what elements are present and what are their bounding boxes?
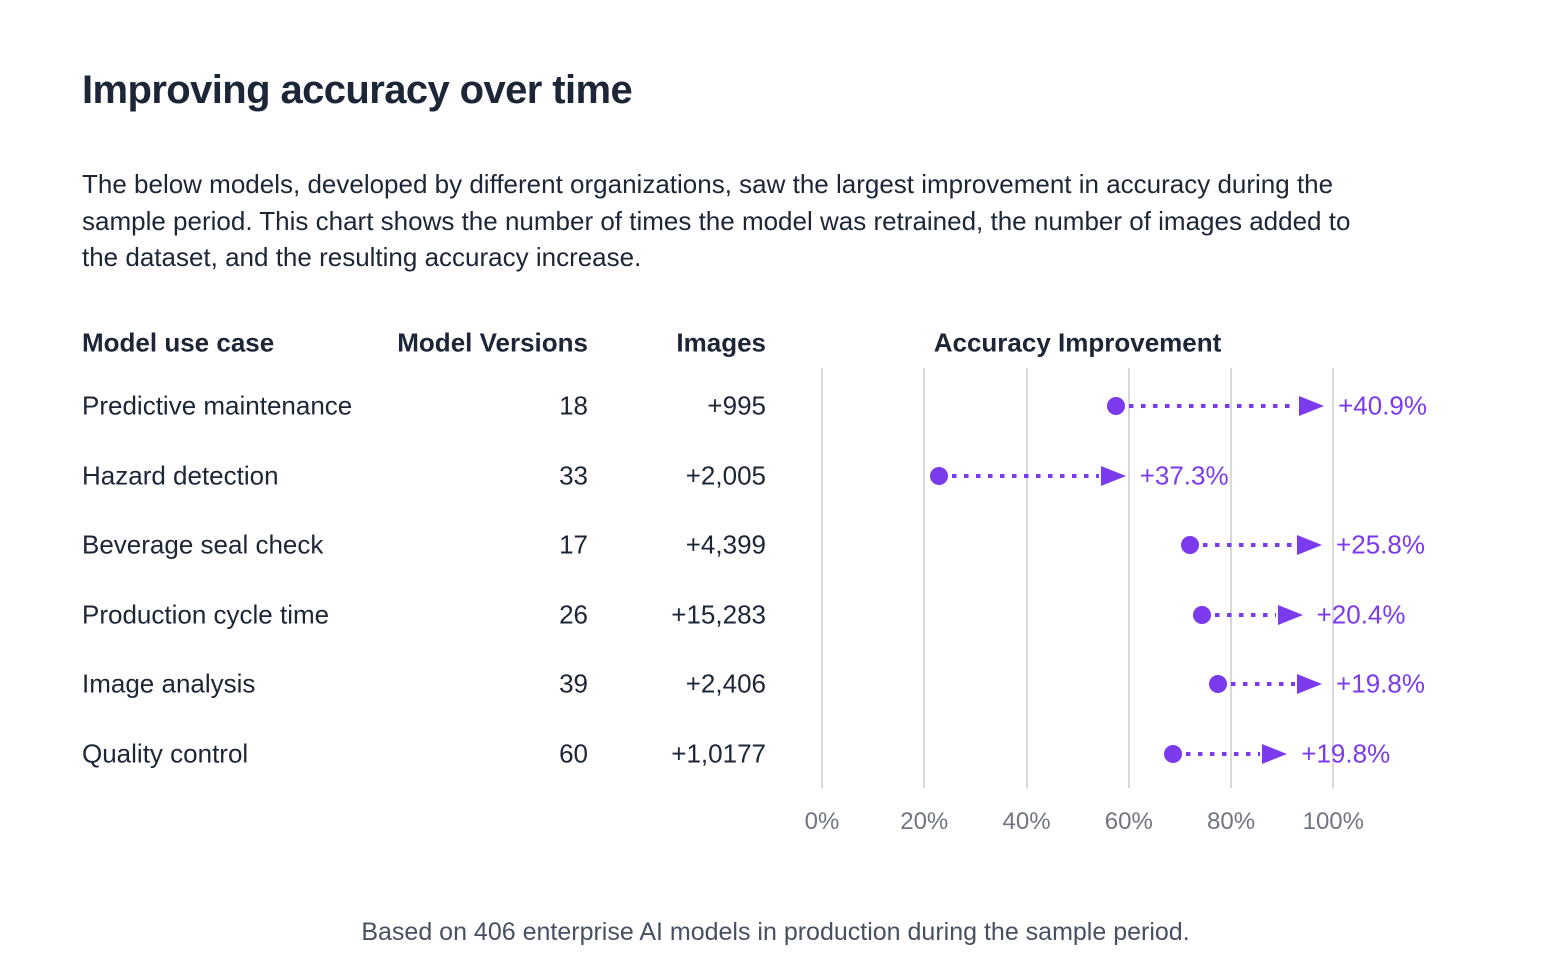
use-case-cell: Quality control — [82, 738, 249, 769]
improvement-dotted-line — [1214, 612, 1276, 617]
gridline-100 — [1332, 368, 1335, 788]
column-header-model-versions: Model Versions — [397, 327, 588, 358]
images-cell: +15,283 — [671, 599, 766, 630]
gridline-0 — [821, 368, 823, 788]
use-case-cell: Production cycle time — [82, 599, 330, 630]
model-versions-cell: 17 — [559, 529, 588, 560]
column-header-use-case: Model use case — [82, 327, 275, 358]
model-versions-cell: 60 — [559, 738, 588, 769]
images-cell: +4,399 — [685, 529, 766, 560]
start-accuracy-dot — [1192, 605, 1211, 624]
model-versions-cell: 18 — [559, 390, 588, 421]
column-header-accuracy-improvement: Accuracy Improvement — [933, 327, 1222, 358]
x-tick-label: 100% — [1302, 808, 1364, 835]
improvement-value-label: +19.8% — [1336, 668, 1425, 699]
page-description: The below models, developed by different… — [82, 169, 1351, 272]
start-accuracy-dot — [1164, 745, 1183, 763]
improvement-dotted-line — [1203, 543, 1296, 548]
images-cell: +2,406 — [685, 668, 766, 699]
use-case-cell: Hazard detection — [82, 460, 279, 491]
column-header-images: Images — [676, 327, 766, 358]
improvement-arrowhead-icon — [1100, 465, 1126, 486]
improvement-arrowhead-icon — [1297, 674, 1323, 695]
images-cell: +1,0177 — [671, 738, 766, 769]
x-tick-label: 60% — [1104, 808, 1153, 835]
improvement-value-label: +20.4% — [1316, 599, 1406, 630]
page-title: Improving accuracy over time — [82, 68, 633, 112]
improvement-dotted-line — [1186, 752, 1261, 756]
gridline-60 — [1127, 368, 1130, 788]
x-tick-label: 20% — [900, 808, 949, 835]
use-case-cell: Predictive maintenance — [82, 390, 353, 421]
use-case-cell: Image analysis — [82, 668, 256, 699]
improvement-arrowhead-icon — [1277, 604, 1303, 625]
improvement-arrowhead-icon — [1262, 744, 1288, 764]
images-cell: +2,005 — [685, 460, 766, 491]
start-accuracy-dot — [1181, 536, 1200, 555]
improvement-value-label: +37.3% — [1139, 460, 1229, 491]
improvement-value-label: +25.8% — [1336, 529, 1425, 560]
model-versions-cell: 33 — [559, 460, 588, 491]
improvement-dotted-line — [1231, 682, 1296, 687]
improvement-arrowhead-icon — [1299, 396, 1325, 416]
images-cell: +995 — [707, 390, 766, 421]
footnote: Based on 406 enterprise AI models in pro… — [361, 918, 1190, 946]
x-tick-label: 80% — [1207, 808, 1256, 835]
improvement-arrowhead-icon — [1297, 535, 1323, 556]
gridline-80 — [1230, 368, 1233, 788]
model-versions-cell: 39 — [559, 668, 588, 699]
model-versions-cell: 26 — [559, 599, 588, 630]
improvement-value-label: +19.8% — [1301, 738, 1391, 769]
gridline-40 — [1025, 368, 1028, 788]
start-accuracy-dot — [1106, 397, 1125, 415]
x-tick-label: 40% — [1002, 808, 1051, 835]
gridline-20 — [923, 368, 926, 788]
start-accuracy-dot — [929, 466, 948, 485]
improvement-value-label: +40.9% — [1338, 390, 1427, 421]
x-tick-label: 0% — [804, 808, 840, 835]
improvement-dotted-line — [1128, 404, 1298, 408]
use-case-cell: Beverage seal check — [82, 529, 324, 560]
start-accuracy-dot — [1209, 675, 1228, 694]
improvement-dotted-line — [951, 473, 1099, 478]
